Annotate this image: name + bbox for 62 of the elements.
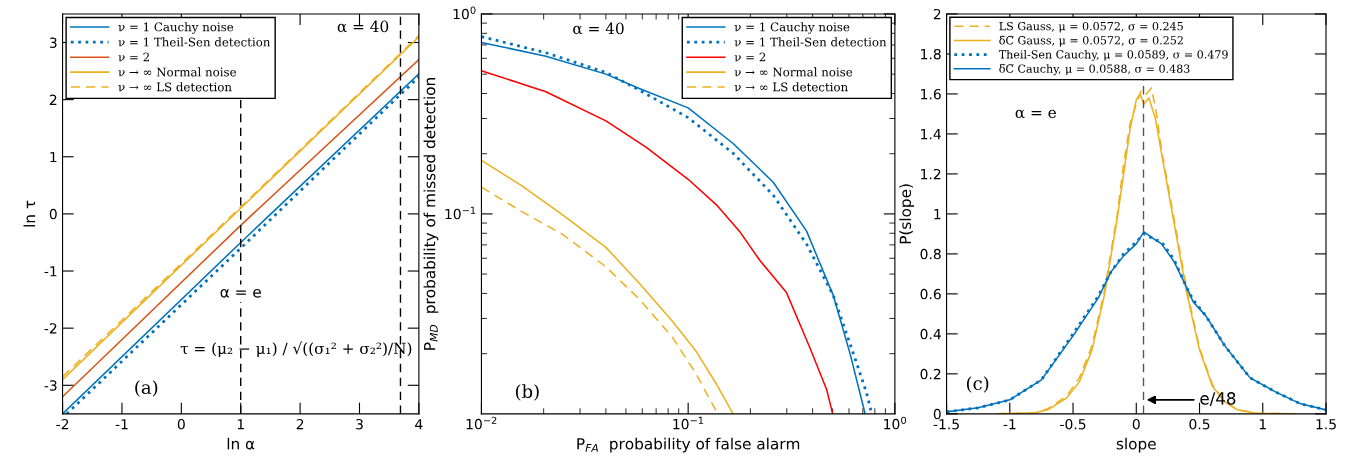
- y-tick-label: 1.4: [921, 129, 941, 140]
- y-tick-label: -3: [44, 380, 57, 391]
- y-tick-label: 3: [49, 37, 57, 48]
- y-tick-label: 0.6: [920, 288, 941, 300]
- legend-label: LS Gauss, μ = 0.0572, σ = 0.245: [999, 21, 1183, 33]
- annotation: (b): [515, 384, 539, 401]
- x-tick-label: 0.5: [1189, 418, 1210, 430]
- legend-label: ν = 1 Theil-Sen detection: [118, 37, 271, 47]
- legend-label: ν = 1 Theil-Sen detection: [734, 37, 887, 47]
- legend-label: ν = 1 Cauchy noise: [118, 22, 234, 34]
- annotation: α = 40: [337, 20, 389, 33]
- x-axis-title: P$_{FA}$ probability of false alarm: [577, 437, 800, 453]
- x-tick-label: 1.5: [1316, 419, 1336, 430]
- x-axis-title: slope: [1116, 437, 1156, 453]
- y-tick-label: 1.6: [921, 88, 941, 100]
- legend-label: Theil-Sen Cauchy, μ = 0.0589, σ = 0.479: [998, 49, 1228, 61]
- y-tick-label: 2: [933, 8, 941, 20]
- x-tick-label: 1: [237, 419, 244, 430]
- legend-label: ν = 2: [734, 52, 766, 62]
- y-tick-label: -1: [44, 266, 57, 277]
- y-tick-label: 1: [50, 151, 57, 163]
- y-tick-label: -2: [44, 323, 57, 334]
- y-tick-label: 0: [49, 208, 57, 220]
- legend-label: ν = 1 Cauchy noise: [734, 22, 850, 34]
- x-tick-label: 0: [1132, 418, 1140, 430]
- y-tick-label: 0.2: [920, 368, 941, 380]
- y-tick-label: 1: [934, 209, 941, 220]
- x-tick-label: 3: [356, 418, 363, 430]
- legend-label: ν → ∞ LS detection: [118, 82, 232, 92]
- y-tick-label: 0.8: [920, 248, 941, 260]
- x-axis-title: ln α: [227, 437, 255, 450]
- x-tick-label: -0.5: [1060, 418, 1086, 430]
- y-tick-label: 0: [933, 408, 941, 420]
- y-tick-label: 2: [49, 94, 57, 105]
- annotation: α = e: [1015, 109, 1056, 119]
- ref-line-label: α = e: [220, 288, 261, 298]
- y-tick-label: 0.4: [920, 328, 941, 340]
- annotation: (c): [966, 376, 989, 393]
- x-tick-label: 0: [177, 418, 185, 430]
- x-tick-label: 4: [415, 419, 423, 430]
- x-tick-label: 2: [296, 418, 304, 430]
- y-axis-title: P(slope): [899, 184, 915, 244]
- x-tick-label: -1: [1003, 419, 1016, 430]
- x-tick-label: 10$^{−2}$: [466, 416, 497, 430]
- legend-label: ν → ∞ Normal noise: [734, 67, 853, 77]
- y-axis-title: P$_{MD}$ probability of missed detection: [423, 78, 439, 350]
- legend-label: δ̅C̅ Gauss, μ = 0.0572, σ = 0.252: [999, 35, 1183, 47]
- x-tick-label: 10$^{0}$: [884, 416, 906, 430]
- legend-label: ν → ∞ LS detection: [734, 82, 848, 92]
- y-tick-label: 1.8: [921, 48, 941, 60]
- x-tick-label: -1.5: [933, 419, 959, 430]
- y-axis-title: ln τ: [23, 200, 36, 227]
- x-tick-label: 1: [1259, 419, 1266, 430]
- legend-label: δ̅C̅ Cauchy, μ = 0.0588, σ = 0.483: [999, 64, 1190, 76]
- legend-label: ν = 2: [118, 52, 149, 62]
- y-tick-label: 1.2: [921, 168, 941, 180]
- x-tick-label: 10$^{−1}$: [673, 416, 704, 430]
- x-tick-label: -1: [115, 419, 128, 430]
- annotation: α = 40: [573, 22, 624, 35]
- annotation: (a): [135, 380, 158, 397]
- legend-label: ν → ∞ Normal noise: [118, 67, 236, 77]
- annotation: τ = (μ₂ − μ₁) / √((σ₁² + σ₂²)/N): [180, 341, 412, 358]
